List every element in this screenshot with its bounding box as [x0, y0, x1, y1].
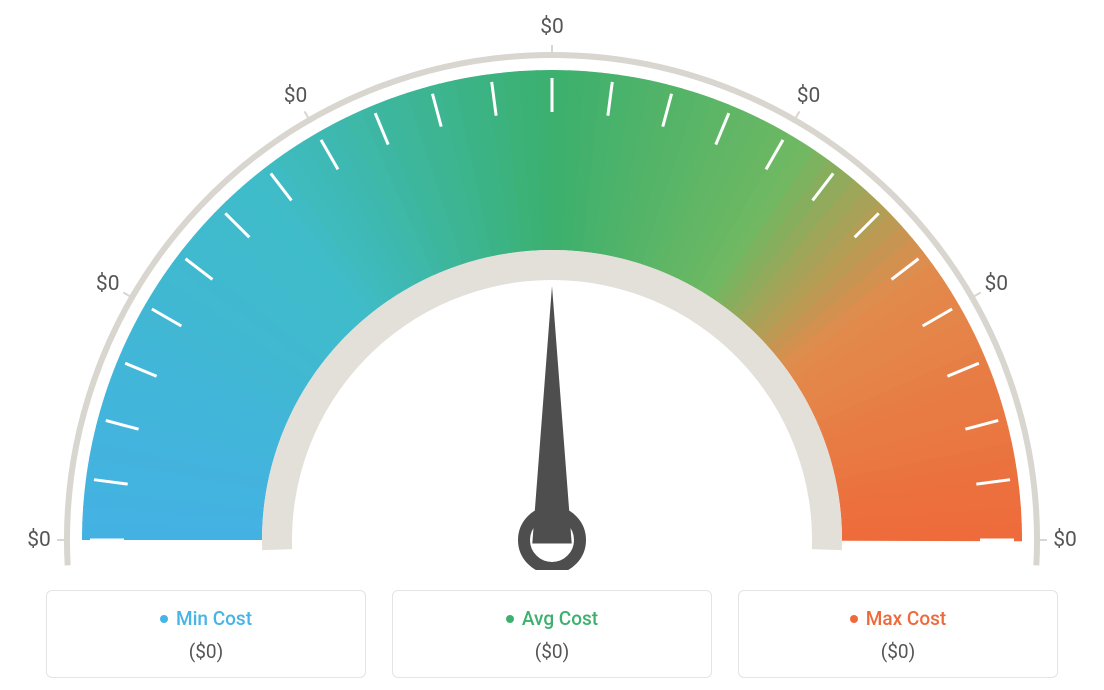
gauge-svg	[22, 10, 1082, 570]
gauge-area: $0 $0 $0 $0 $0 $0 $0	[0, 0, 1104, 560]
legend-card-min: Min Cost ($0)	[46, 590, 366, 678]
gauge-tick-label: $0	[96, 272, 120, 296]
legend-title-max: Max Cost	[850, 607, 946, 630]
gauge-tick-label: $0	[27, 528, 51, 552]
gauge-tick-label: $0	[1053, 528, 1077, 552]
legend-label-min: Min Cost	[176, 607, 252, 630]
legend-card-avg: Avg Cost ($0)	[392, 590, 712, 678]
legend-label-avg: Avg Cost	[522, 607, 598, 630]
gauge-tick-label: $0	[284, 84, 308, 108]
legend-value-min: ($0)	[57, 640, 355, 663]
gauge-tick-label: $0	[984, 272, 1008, 296]
gauge-tick-label: $0	[797, 84, 821, 108]
legend-row: Min Cost ($0) Avg Cost ($0) Max Cost ($0…	[0, 590, 1104, 678]
gauge-chart-container: $0 $0 $0 $0 $0 $0 $0 Min Cost ($0) Avg Cost ($…	[0, 0, 1104, 690]
legend-dot-avg	[506, 615, 514, 623]
legend-label-max: Max Cost	[866, 607, 946, 630]
legend-value-max: ($0)	[749, 640, 1047, 663]
legend-card-max: Max Cost ($0)	[738, 590, 1058, 678]
legend-dot-max	[850, 615, 858, 623]
legend-title-avg: Avg Cost	[506, 607, 598, 630]
legend-dot-min	[160, 615, 168, 623]
gauge-tick-label: $0	[540, 15, 564, 39]
legend-title-min: Min Cost	[160, 607, 252, 630]
legend-value-avg: ($0)	[403, 640, 701, 663]
